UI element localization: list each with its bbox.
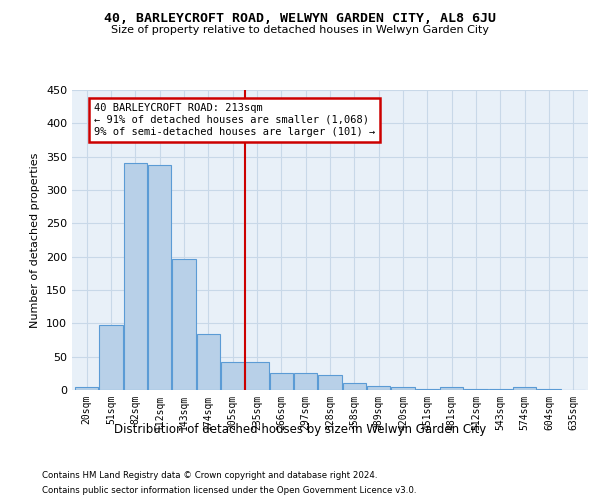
Text: Contains public sector information licensed under the Open Government Licence v3: Contains public sector information licen…: [42, 486, 416, 495]
Bar: [270, 374, 293, 390]
Bar: [221, 362, 244, 390]
Bar: [464, 388, 488, 390]
Bar: [489, 388, 512, 390]
Text: Contains HM Land Registry data © Crown copyright and database right 2024.: Contains HM Land Registry data © Crown c…: [42, 471, 377, 480]
Text: Distribution of detached houses by size in Welwyn Garden City: Distribution of detached houses by size …: [114, 422, 486, 436]
Bar: [75, 386, 98, 390]
Bar: [148, 166, 171, 390]
Bar: [294, 374, 317, 390]
Bar: [100, 326, 122, 390]
Y-axis label: Number of detached properties: Number of detached properties: [31, 152, 40, 328]
Bar: [172, 258, 196, 390]
Bar: [440, 386, 463, 390]
Bar: [513, 386, 536, 390]
Text: Size of property relative to detached houses in Welwyn Garden City: Size of property relative to detached ho…: [111, 25, 489, 35]
Bar: [391, 388, 415, 390]
Bar: [367, 386, 390, 390]
Bar: [319, 374, 341, 390]
Text: 40, BARLEYCROFT ROAD, WELWYN GARDEN CITY, AL8 6JU: 40, BARLEYCROFT ROAD, WELWYN GARDEN CITY…: [104, 12, 496, 26]
Bar: [538, 388, 560, 390]
Bar: [343, 384, 366, 390]
Bar: [245, 362, 269, 390]
Text: 40 BARLEYCROFT ROAD: 213sqm
← 91% of detached houses are smaller (1,068)
9% of s: 40 BARLEYCROFT ROAD: 213sqm ← 91% of det…: [94, 104, 375, 136]
Bar: [416, 388, 439, 390]
Bar: [124, 164, 147, 390]
Bar: [197, 334, 220, 390]
